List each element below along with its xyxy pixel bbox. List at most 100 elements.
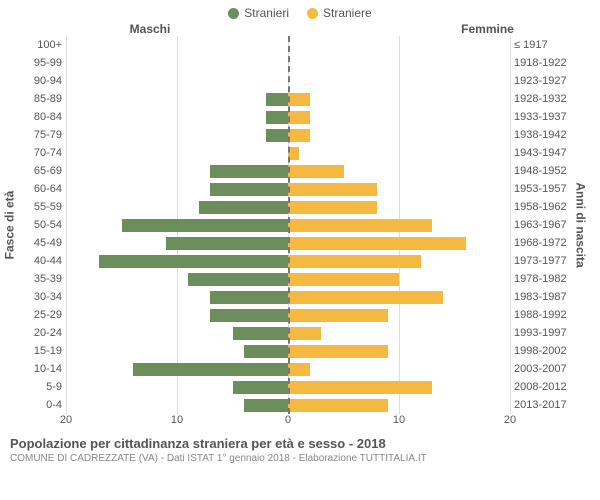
xtick: 20 (504, 414, 516, 426)
bar-female (288, 93, 310, 106)
bar-female (288, 399, 388, 412)
ytick-age: 50-54 (18, 216, 66, 234)
plot-row: Fasce di età 100+95-9990-9485-8980-8475-… (0, 36, 600, 414)
column-headers: Maschi Femmine (0, 22, 600, 36)
ytick-years: 2008-2012 (510, 378, 572, 396)
ytick-age: 30-34 (18, 288, 66, 306)
bar-female (288, 273, 399, 286)
ytick-years: 1958-1962 (510, 198, 572, 216)
ytick-age: 5-9 (18, 378, 66, 396)
header-male: Maschi (0, 22, 225, 36)
bar-male (210, 291, 288, 304)
ytick-age: 70-74 (18, 144, 66, 162)
bar-male (199, 201, 288, 214)
ytick-years: 1923-1927 (510, 72, 572, 90)
ytick-age: 65-69 (18, 162, 66, 180)
bar-female (288, 201, 377, 214)
bar-male (133, 363, 288, 376)
chart-title: Popolazione per cittadinanza straniera p… (10, 436, 590, 451)
y-ticks-left: 100+95-9990-9485-8980-8475-7970-7465-696… (18, 36, 66, 414)
ytick-age: 55-59 (18, 198, 66, 216)
bar-male (99, 255, 288, 268)
bar-male (210, 165, 288, 178)
ytick-years: 1998-2002 (510, 342, 572, 360)
bar-male (166, 237, 288, 250)
bar-male (266, 111, 288, 124)
ytick-age: 75-79 (18, 126, 66, 144)
bar-female (288, 327, 321, 340)
bar-male (210, 309, 288, 322)
ytick-years: 2013-2017 (510, 396, 572, 414)
ytick-years: 2003-2007 (510, 360, 572, 378)
ytick-years: 1993-1997 (510, 324, 572, 342)
y-ticks-right: ≤ 19171918-19221923-19271928-19321933-19… (510, 36, 572, 414)
bar-male (210, 183, 288, 196)
ytick-age: 20-24 (18, 324, 66, 342)
x-axis: 201001020 (66, 414, 510, 430)
legend-male-swatch (228, 8, 239, 19)
legend-female: Straniere (307, 6, 372, 20)
legend-male-label: Stranieri (244, 6, 289, 20)
ytick-age: 95-99 (18, 54, 66, 72)
pyramid-chart: Stranieri Straniere Maschi Femmine Fasce… (0, 0, 600, 500)
ytick-age: 40-44 (18, 252, 66, 270)
bar-male (244, 345, 288, 358)
ytick-age: 10-14 (18, 360, 66, 378)
legend-male: Stranieri (228, 6, 289, 20)
center-divider (288, 36, 290, 414)
bar-female (288, 345, 388, 358)
ytick-years: 1973-1977 (510, 252, 572, 270)
bar-female (288, 219, 432, 232)
xtick: 10 (393, 414, 405, 426)
ytick-age: 85-89 (18, 90, 66, 108)
bar-male (233, 381, 289, 394)
footer: Popolazione per cittadinanza straniera p… (0, 430, 600, 464)
chart-subtitle: COMUNE DI CADREZZATE (VA) - Dati ISTAT 1… (10, 453, 590, 464)
header-female: Femmine (375, 22, 600, 36)
legend: Stranieri Straniere (0, 0, 600, 22)
plot-area (66, 36, 510, 414)
bar-male (122, 219, 289, 232)
xtick: 20 (60, 414, 72, 426)
y-axis-left-title: Fasce di età (0, 36, 18, 414)
ytick-years: 1983-1987 (510, 288, 572, 306)
bar-male (244, 399, 288, 412)
ytick-age: 15-19 (18, 342, 66, 360)
legend-female-label: Straniere (323, 6, 372, 20)
ytick-years: 1968-1972 (510, 234, 572, 252)
bar-female (288, 111, 310, 124)
bar-male (266, 93, 288, 106)
ytick-age: 100+ (18, 36, 66, 54)
ytick-years: 1948-1952 (510, 162, 572, 180)
ytick-age: 90-94 (18, 72, 66, 90)
ytick-years: 1953-1957 (510, 180, 572, 198)
legend-female-swatch (307, 8, 318, 19)
ytick-years: 1928-1932 (510, 90, 572, 108)
ytick-years: 1943-1947 (510, 144, 572, 162)
bar-female (288, 183, 377, 196)
bar-male (188, 273, 288, 286)
bar-male (266, 129, 288, 142)
ytick-age: 25-29 (18, 306, 66, 324)
ytick-age: 80-84 (18, 108, 66, 126)
bar-female (288, 165, 344, 178)
bar-female (288, 309, 388, 322)
ytick-age: 0-4 (18, 396, 66, 414)
bar-male (233, 327, 289, 340)
ytick-years: 1918-1922 (510, 54, 572, 72)
bar-female (288, 291, 443, 304)
xtick: 0 (285, 414, 291, 426)
bar-female (288, 381, 432, 394)
ytick-years: 1938-1942 (510, 126, 572, 144)
xtick: 10 (171, 414, 183, 426)
ytick-years: ≤ 1917 (510, 36, 572, 54)
bar-female (288, 129, 310, 142)
ytick-age: 60-64 (18, 180, 66, 198)
bar-female (288, 363, 310, 376)
bar-female (288, 237, 466, 250)
ytick-years: 1988-1992 (510, 306, 572, 324)
ytick-age: 35-39 (18, 270, 66, 288)
y-axis-right-title: Anni di nascita (572, 36, 590, 414)
ytick-age: 45-49 (18, 234, 66, 252)
ytick-years: 1978-1982 (510, 270, 572, 288)
